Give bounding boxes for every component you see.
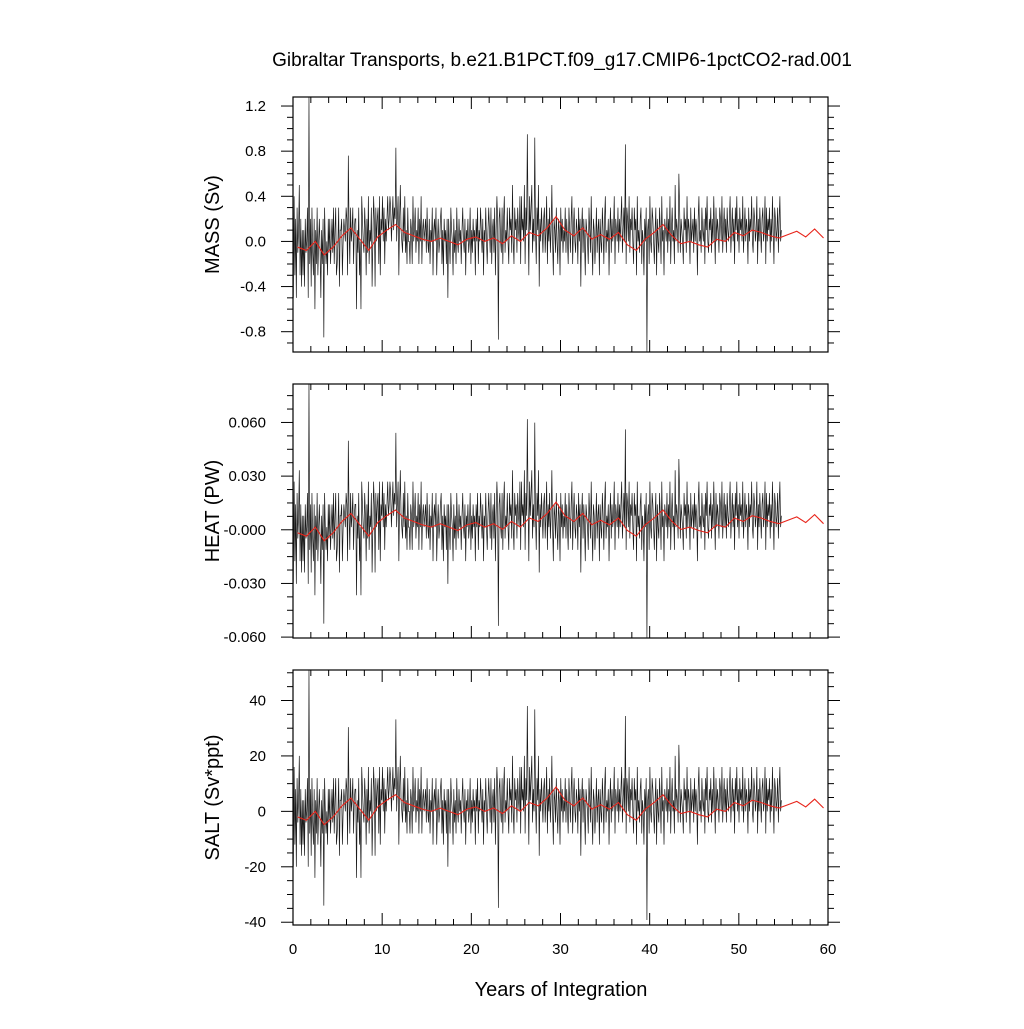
x-tick-label: 20: [463, 941, 480, 958]
y-tick-label: -0.030: [223, 575, 266, 592]
y-tick-label: 20: [249, 748, 266, 765]
y-tick-label: -0.8: [240, 324, 266, 341]
x-tick-label: 60: [820, 941, 837, 958]
y-tick-label: -20: [244, 859, 266, 876]
y-tick-label: -0.000: [223, 522, 266, 539]
x-tick-label: 10: [374, 941, 391, 958]
annual-mean-line: [297, 786, 824, 826]
x-tick-label: 30: [552, 941, 569, 958]
monthly-line: [293, 384, 782, 638]
panels: 1.2 0.8 0.4 0.0 -0.4 -0.8 MASS (Sv) 0.060 0.030 -…: [202, 96, 840, 958]
y-tick-label: 0.4: [245, 188, 266, 205]
y-axis-title: HEAT (PW): [202, 460, 224, 563]
monthly-line: [293, 670, 782, 921]
panel-heat: 0.060 0.030 -0.000 -0.030 -0.060 HEAT (PW): [202, 383, 840, 646]
y-tick-label: 0: [258, 803, 266, 820]
y-tick-label: 1.2: [245, 98, 266, 115]
panel-salt: 40 20 0 -20 -40 SALT (Sv*ppt) 0 10 20 30 40 50 60: [202, 669, 840, 958]
x-tick-label: 50: [730, 941, 747, 958]
y-tick-label: 0.030: [228, 468, 266, 485]
panel-mass: 1.2 0.8 0.4 0.0 -0.4 -0.8 MASS (Sv): [202, 96, 840, 353]
y-tick-label: 40: [249, 692, 266, 709]
y-axis-title: SALT (Sv*ppt): [202, 735, 224, 861]
x-tick-label: 0: [289, 941, 297, 958]
y-axis-title: MASS (Sv): [202, 175, 224, 274]
x-axis-title: Years of Integration: [475, 979, 648, 1001]
monthly-line: [293, 97, 782, 352]
y-tick-label: 0.8: [245, 143, 266, 160]
y-tick-label: -40: [244, 914, 266, 931]
chart-title: Gibraltar Transports, b.e21.B1PCT.f09_g1…: [272, 50, 852, 71]
annual-mean-line: [297, 215, 824, 256]
annual-mean-line: [297, 501, 824, 542]
y-tick-label: -0.4: [240, 279, 266, 296]
y-tick-label: 0.060: [228, 414, 266, 431]
x-tick-label: 40: [641, 941, 658, 958]
y-tick-label: 0.0: [245, 233, 266, 250]
y-tick-label: -0.060: [223, 629, 266, 646]
